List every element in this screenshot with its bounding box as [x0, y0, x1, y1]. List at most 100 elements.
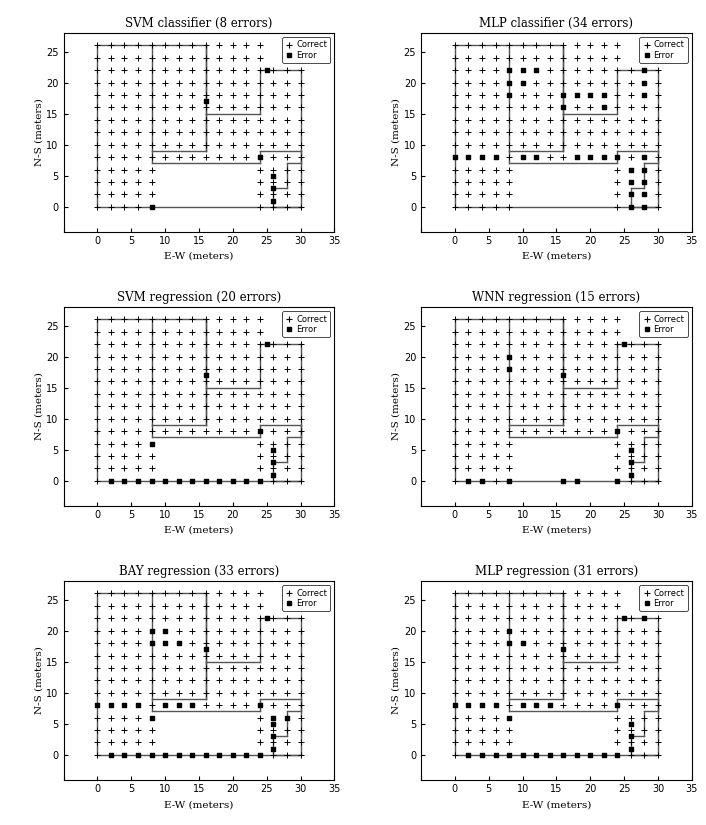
Point	[544, 39, 556, 52]
Point	[449, 400, 460, 413]
Point	[585, 412, 596, 426]
Point	[544, 337, 556, 351]
Point	[612, 599, 623, 612]
Point	[477, 611, 488, 625]
Point	[241, 587, 252, 600]
Point	[503, 649, 515, 662]
Point	[585, 138, 596, 151]
Point	[119, 686, 130, 700]
Y-axis label: N-S (meters): N-S (meters)	[392, 647, 401, 714]
Point	[626, 637, 637, 650]
Point	[254, 350, 265, 363]
Point	[585, 64, 596, 77]
Point	[530, 400, 542, 413]
Point	[585, 425, 596, 438]
Point	[612, 450, 623, 463]
Point	[571, 76, 582, 89]
Point	[254, 39, 265, 52]
Point	[241, 138, 252, 151]
Point	[558, 138, 569, 151]
Point	[652, 400, 664, 413]
Point	[186, 662, 198, 675]
Point	[186, 64, 198, 77]
Point	[490, 599, 501, 612]
Point	[105, 375, 116, 388]
Point	[227, 125, 239, 139]
Point	[639, 686, 650, 700]
Point	[626, 425, 637, 438]
Point	[214, 125, 225, 139]
Point	[92, 51, 103, 64]
Point	[173, 337, 184, 351]
Point	[639, 637, 650, 650]
Point	[626, 64, 637, 77]
Point	[463, 350, 474, 363]
Point	[200, 362, 211, 375]
Point	[146, 699, 157, 712]
Point	[268, 400, 279, 413]
Point	[477, 662, 488, 675]
Point	[281, 163, 292, 176]
Point	[214, 51, 225, 64]
Point	[92, 599, 103, 612]
Point	[295, 387, 306, 400]
Point	[626, 150, 637, 163]
Point	[200, 699, 211, 712]
Point	[652, 88, 664, 101]
Point	[639, 724, 650, 737]
Point	[626, 113, 637, 126]
Point	[530, 699, 542, 712]
Point	[241, 611, 252, 625]
Point	[132, 412, 143, 426]
Point	[186, 686, 198, 700]
Point	[477, 649, 488, 662]
Point	[119, 748, 130, 761]
Point	[268, 455, 279, 469]
Point	[92, 125, 103, 139]
Point	[639, 362, 650, 375]
Point	[571, 88, 582, 101]
Point	[105, 462, 116, 475]
Point	[200, 425, 211, 438]
Point	[295, 474, 306, 488]
Point	[652, 674, 664, 687]
Point	[612, 163, 623, 176]
Point	[241, 51, 252, 64]
Point	[598, 325, 609, 338]
Point	[477, 587, 488, 600]
Point	[119, 736, 130, 749]
Point	[517, 674, 528, 687]
Point	[268, 699, 279, 712]
Point	[186, 387, 198, 400]
Point	[214, 587, 225, 600]
Point	[517, 138, 528, 151]
Point	[571, 362, 582, 375]
Point	[639, 462, 650, 475]
Point	[186, 699, 198, 712]
Point	[585, 662, 596, 675]
Point	[558, 686, 569, 700]
Point	[295, 125, 306, 139]
Point	[530, 313, 542, 326]
Point	[571, 101, 582, 114]
Point	[119, 437, 130, 450]
Point	[544, 400, 556, 413]
Point	[477, 400, 488, 413]
Point	[463, 611, 474, 625]
Point	[295, 200, 306, 214]
X-axis label: E-W (meters): E-W (meters)	[522, 252, 591, 261]
Point	[295, 425, 306, 438]
Point	[119, 674, 130, 687]
Point	[186, 362, 198, 375]
Point	[186, 350, 198, 363]
Point	[173, 64, 184, 77]
Point	[490, 76, 501, 89]
Point	[449, 387, 460, 400]
Point	[227, 375, 239, 388]
Point	[173, 325, 184, 338]
Point	[544, 587, 556, 600]
Point	[268, 611, 279, 625]
Point	[146, 76, 157, 89]
Point	[544, 748, 556, 761]
Point	[652, 362, 664, 375]
